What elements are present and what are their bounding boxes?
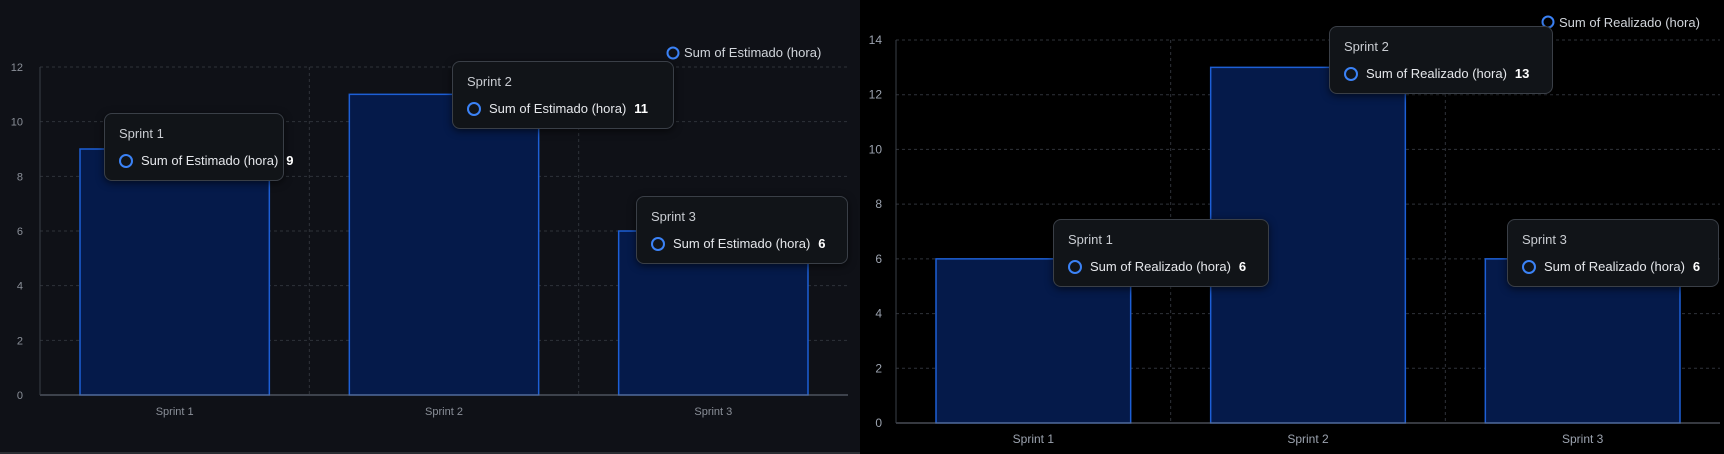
y-tick-label: 0 bbox=[875, 416, 882, 430]
x-tick-label: Sprint 3 bbox=[694, 406, 732, 418]
bar-2[interactable] bbox=[348, 93, 540, 396]
legend-label: Sum of Estimado (hora) bbox=[684, 45, 821, 60]
series-marker-icon bbox=[651, 236, 665, 251]
tooltip-title: Sprint 2 bbox=[1344, 39, 1389, 54]
tooltip-sprint-3: Sprint 3 Sum of Estimado (hora) 6 bbox=[636, 196, 848, 264]
tooltip-title: Sprint 2 bbox=[467, 74, 512, 89]
tooltip-value: 11 bbox=[634, 101, 649, 116]
tooltip-value: 6 bbox=[818, 236, 826, 251]
y-tick-label: 10 bbox=[11, 117, 23, 129]
tooltip-sprint-3: Sprint 3 Sum of Realizado (hora) 6 bbox=[1507, 219, 1719, 287]
tooltip-series: Sum of Realizado (hora) bbox=[1544, 259, 1685, 274]
x-tick-label: Sprint 1 bbox=[1013, 432, 1055, 446]
y-tick-label: 4 bbox=[875, 307, 882, 321]
series-marker-icon bbox=[1344, 66, 1358, 81]
tooltip-sprint-2: Sprint 2 Sum of Estimado (hora) 11 bbox=[452, 61, 674, 129]
y-tick-label: 8 bbox=[17, 171, 23, 183]
x-axis-ticks: Sprint 1 Sprint 2 Sprint 3 bbox=[1013, 432, 1604, 446]
tooltip-series: Sum of Estimado (hora) bbox=[141, 153, 279, 168]
y-tick-label: 10 bbox=[869, 142, 883, 156]
x-tick-label: Sprint 3 bbox=[1562, 432, 1604, 446]
y-tick-label: 12 bbox=[869, 88, 883, 102]
y-tick-label: 6 bbox=[875, 252, 882, 266]
y-tick-label: 6 bbox=[17, 226, 23, 238]
tooltip-value: 13 bbox=[1514, 66, 1530, 81]
y-tick-label: 2 bbox=[17, 335, 23, 347]
tooltip-series: Sum of Estimado (hora) bbox=[673, 236, 811, 251]
y-tick-label: 12 bbox=[11, 62, 23, 74]
realizado-chart-panel: 0 2 4 6 8 10 12 14 Sprint 1 Sprint 2 Sprint 3 Sum… bbox=[860, 0, 1724, 454]
tooltip-title: Sprint 3 bbox=[651, 209, 696, 224]
x-tick-label: Sprint 2 bbox=[1287, 432, 1329, 446]
tooltip-sprint-1: Sprint 1 Sum of Estimado (hora) 9 bbox=[104, 113, 294, 181]
y-tick-label: 4 bbox=[17, 281, 23, 293]
series-marker-icon bbox=[467, 101, 481, 116]
estimado-chart-panel: 0 2 4 6 8 10 12 Sprint 1 Sprint 2 Sprint 3 Sum o… bbox=[0, 0, 860, 454]
legend-marker-icon bbox=[666, 46, 680, 60]
tooltip-series: Sum of Estimado (hora) bbox=[489, 101, 627, 116]
tooltip-value: 9 bbox=[286, 153, 294, 168]
tooltip-series: Sum of Realizado (hora) bbox=[1366, 66, 1507, 81]
tooltip-title: Sprint 1 bbox=[1068, 232, 1113, 247]
x-axis-ticks: Sprint 1 Sprint 2 Sprint 3 bbox=[156, 406, 733, 418]
y-tick-label: 14 bbox=[869, 33, 883, 47]
bar-1[interactable] bbox=[79, 148, 271, 396]
y-axis-ticks: 0 2 4 6 8 10 12 bbox=[11, 62, 23, 402]
x-tick-label: Sprint 2 bbox=[425, 406, 463, 418]
legend[interactable]: Sum of Estimado (hora) bbox=[666, 45, 822, 60]
legend[interactable]: Sum of Realizado (hora) bbox=[1541, 15, 1700, 30]
y-tick-label: 2 bbox=[875, 361, 882, 375]
tooltip-sprint-2: Sprint 2 Sum of Realizado (hora) 13 bbox=[1329, 26, 1553, 94]
tooltip-series: Sum of Realizado (hora) bbox=[1090, 259, 1231, 274]
tooltip-title: Sprint 3 bbox=[1522, 232, 1567, 247]
legend-label: Sum of Realizado (hora) bbox=[1559, 15, 1700, 30]
y-tick-label: 8 bbox=[875, 197, 882, 211]
tooltip-title: Sprint 1 bbox=[119, 126, 164, 141]
tooltip-value: 6 bbox=[1238, 259, 1247, 274]
y-tick-label: 0 bbox=[17, 390, 23, 402]
series-marker-icon bbox=[1068, 259, 1082, 274]
x-tick-label: Sprint 1 bbox=[156, 406, 194, 418]
series-marker-icon bbox=[1522, 259, 1536, 274]
y-axis-ticks: 0 2 4 6 8 10 12 14 bbox=[869, 33, 883, 430]
tooltip-value: 6 bbox=[1692, 259, 1701, 274]
series-marker-icon bbox=[119, 153, 133, 168]
tooltip-sprint-1: Sprint 1 Sum of Realizado (hora) 6 bbox=[1053, 219, 1269, 287]
